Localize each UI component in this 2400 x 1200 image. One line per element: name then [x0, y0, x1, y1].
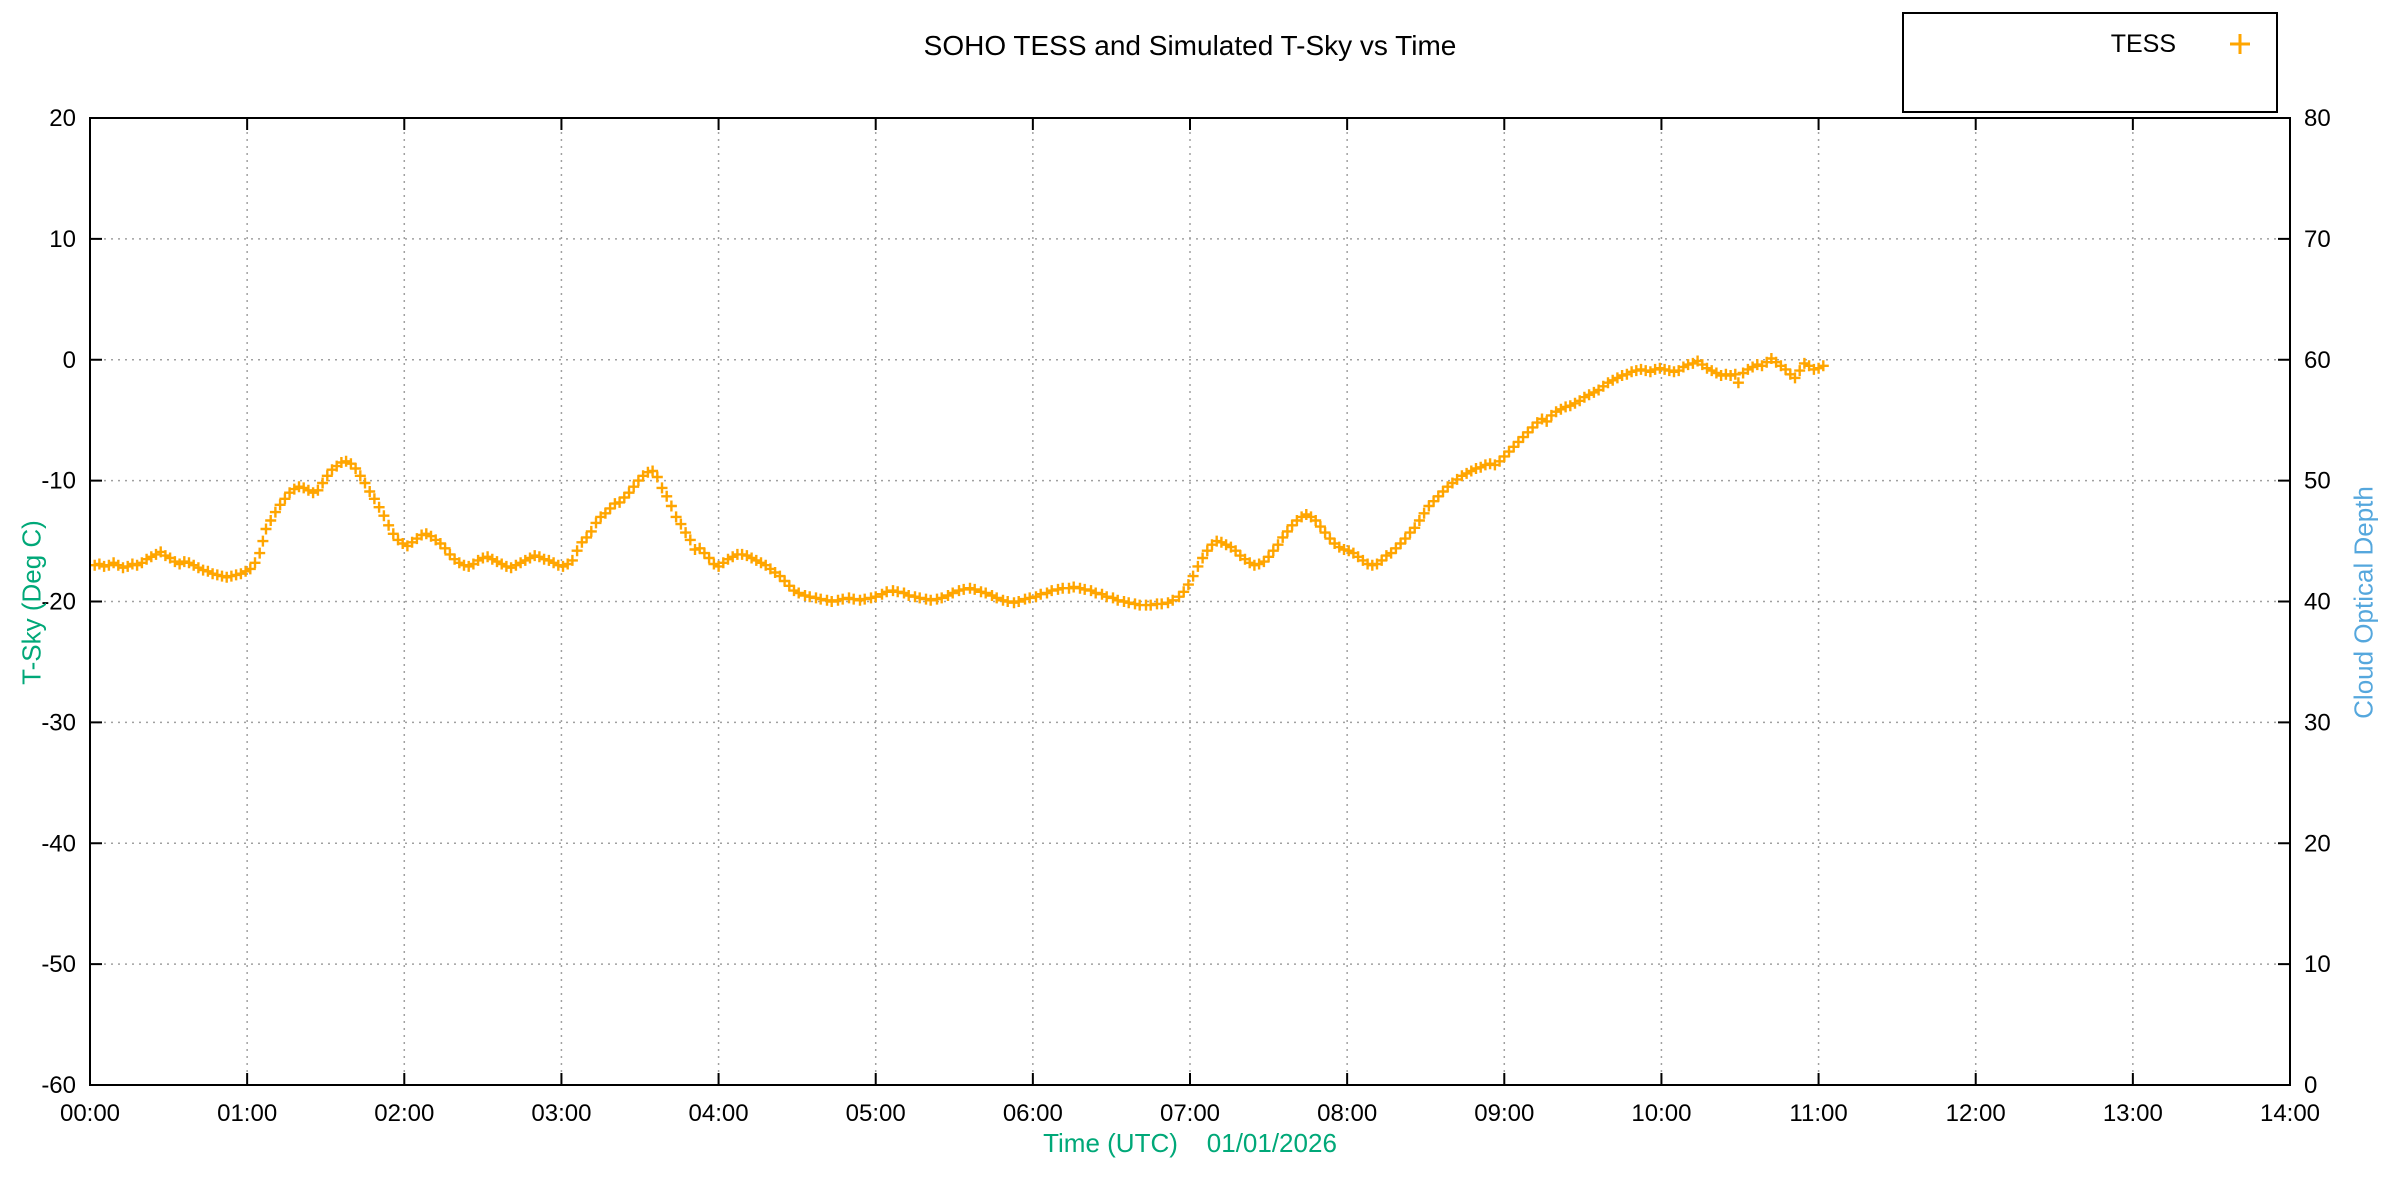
y-left-tick-label: -10 [41, 468, 76, 495]
y-left-tick-label: 20 [49, 105, 76, 132]
x-tick-label: 13:00 [2103, 1100, 2163, 1127]
legend-entry-tess: TESS [1904, 24, 2276, 64]
x-tick-label: 14:00 [2260, 1100, 2320, 1127]
x-tick-label: 12:00 [1946, 1100, 2006, 1127]
y-left-tick-label: 0 [63, 347, 76, 374]
y-right-tick-label: 30 [2304, 709, 2331, 736]
plus-marker-icon [2230, 34, 2250, 54]
plot-border [89, 117, 2291, 1086]
gridlines [90, 118, 2290, 1085]
x-tick-label: 09:00 [1474, 1100, 1534, 1127]
x-axis-label: Time (UTC) 01/01/2026 [1043, 1128, 1337, 1158]
x-tick-label: 11:00 [1789, 1100, 1847, 1127]
y-right-tick-label: 50 [2304, 468, 2331, 495]
y-left-tick-label: -40 [41, 830, 76, 857]
x-tick-label: 06:00 [1003, 1100, 1063, 1127]
y-left-tick-label: -30 [41, 709, 76, 736]
x-tick-label: 10:00 [1631, 1100, 1691, 1127]
y-right-axis-label: Cloud Optical Depth [2348, 486, 2379, 719]
x-tick-label: 07:00 [1160, 1100, 1220, 1127]
y-left-tick-label: 10 [49, 226, 76, 253]
y-right-tick-label: 80 [2304, 105, 2331, 132]
y-right-tick-label: 20 [2304, 830, 2331, 857]
x-tick-label: 01:00 [217, 1100, 277, 1127]
y-left-axis-label: T-Sky (Deg C) [16, 520, 47, 685]
x-tick-label: 05:00 [846, 1100, 906, 1127]
legend-label: TESS [2110, 29, 2176, 58]
y-right-tick-label: 0 [2304, 1072, 2317, 1099]
y-right-tick-label: 70 [2304, 226, 2331, 253]
x-tick-label: 02:00 [374, 1100, 434, 1127]
x-tick-label: 03:00 [531, 1100, 591, 1127]
x-tick-labels: 00:00 01:00 02:00 03:00 04:00 05:00 06:00 07:00… [60, 1100, 2320, 1127]
y-left-tick-label: -60 [41, 1072, 76, 1099]
chart-title: SOHO TESS and Simulated T-Sky vs Time [923, 30, 1457, 61]
y-left-tick-labels: 20 10 0 -10 -20 -30 -40 -50 -60 [41, 105, 76, 1099]
y-right-tick-labels: 80 70 60 50 40 30 20 10 0 [2304, 105, 2331, 1099]
y-left-tick-label: -20 [41, 589, 76, 616]
y-right-tick-label: 10 [2304, 951, 2331, 978]
tess-series-markers [89, 353, 1829, 611]
x-tick-label: 00:00 [60, 1100, 120, 1127]
y-right-tick-label: 60 [2304, 347, 2331, 374]
y-right-tick-label: 40 [2304, 589, 2331, 616]
data-points [89, 353, 1829, 611]
x-tick-label: 04:00 [689, 1100, 749, 1127]
x-tick-label: 08:00 [1317, 1100, 1377, 1127]
y-left-tick-label: -50 [41, 951, 76, 978]
legend: TESS [1902, 12, 2278, 113]
